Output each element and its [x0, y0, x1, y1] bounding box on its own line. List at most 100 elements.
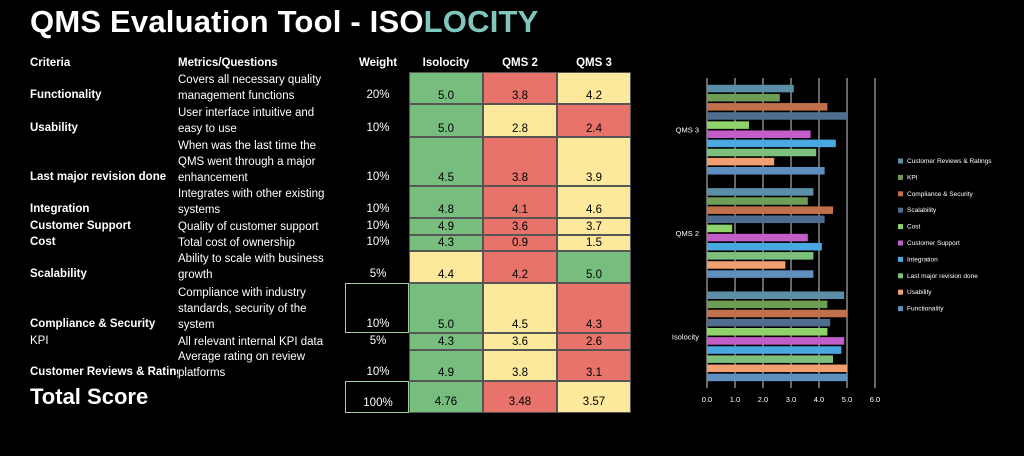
scores-bar-chart: 0.0 1.0 2.0 3.0 4.0 5.0 6.0 QMS 3 QMS 2 Isolocity…	[672, 78, 992, 404]
bar	[707, 309, 847, 318]
legend-swatch	[898, 289, 903, 295]
legend-swatch	[898, 256, 903, 262]
criteria-label: Last major revision done	[30, 171, 167, 183]
category-label: QMS 3	[676, 126, 699, 135]
category-label: QMS 2	[676, 229, 699, 238]
score-cell: 4.2	[483, 251, 557, 283]
criteria-label: Integration	[30, 203, 90, 215]
criteria-label: Compliance & Security	[30, 318, 156, 330]
x-tick-label: 1.0	[730, 395, 740, 404]
bar	[707, 233, 808, 242]
bar	[707, 148, 817, 157]
bar	[707, 206, 833, 214]
score-cell: 4.5	[483, 283, 557, 333]
score-cell: 4.3	[409, 235, 483, 251]
bar	[707, 167, 825, 175]
bar	[707, 261, 786, 269]
score-cell: 1.5	[557, 235, 631, 251]
legend-label: Functionality	[907, 306, 944, 313]
score-cell: 5.0	[409, 283, 483, 333]
bar	[707, 139, 836, 148]
metric-line: platforms	[178, 367, 226, 379]
weight-value: 10%	[366, 318, 390, 330]
x-tick-label: 2.0	[758, 395, 768, 404]
x-tick-label: 5.0	[842, 395, 852, 404]
criteria-label: KPI	[30, 335, 49, 347]
selection-frame	[345, 283, 409, 333]
metric-line: Average rating on review	[178, 351, 305, 363]
x-tick-label: 3.0	[786, 395, 796, 404]
legend-swatch	[898, 158, 903, 164]
legend-label: Scalability	[907, 207, 937, 214]
metric-text: Average rating on review platforms	[178, 350, 348, 381]
metric-text: When was the last time the QMS went throu…	[178, 137, 348, 186]
score-cell: 4.4	[409, 251, 483, 283]
metric-line: Compliance with industry	[178, 287, 306, 299]
weight-value: 10%	[366, 366, 390, 378]
bar	[707, 337, 845, 345]
page-title: QMS Evaluation Tool - ISOLOCITY	[30, 4, 539, 40]
score-cell: 2.6	[557, 333, 631, 350]
metric-text: Covers all necessary quality management f…	[178, 72, 348, 104]
weight-value: 10%	[366, 171, 390, 183]
score-cell: 4.3	[557, 283, 631, 333]
score-cell: 3.6	[483, 333, 557, 350]
score-cell: 3.8	[483, 72, 557, 104]
bar	[707, 188, 814, 196]
legend-label: Compliance & Security	[907, 191, 973, 198]
criteria-label: Scalability	[30, 268, 87, 280]
bar	[707, 112, 847, 120]
legend-label: Integration	[907, 256, 938, 263]
score-cell: 3.9	[557, 137, 631, 186]
metric-line: Quality of customer support	[178, 221, 319, 233]
metric-line: systems	[178, 204, 221, 216]
legend-swatch	[898, 174, 903, 180]
metric-text: User interface intuitive and easy to use	[178, 104, 348, 137]
criteria-label: Functionality	[30, 89, 102, 101]
legend-label: Usability	[907, 289, 932, 296]
header-qms3: QMS 3	[576, 57, 612, 69]
score-cell: 5.0	[557, 251, 631, 283]
score-cell: 4.9	[409, 218, 483, 235]
bar	[707, 252, 814, 260]
metric-text: Compliance with industry standards, secur…	[178, 283, 348, 333]
legend-swatch	[898, 240, 903, 246]
score-cell: 4.8	[409, 186, 483, 218]
bar	[707, 364, 847, 373]
title-accent: LOCITY	[423, 4, 539, 39]
criteria-label: Cost	[30, 236, 56, 248]
header-metrics: Metrics/Questions	[178, 57, 278, 69]
total-score-cell: 3.48	[483, 381, 557, 413]
criteria-label: Customer Support	[30, 220, 131, 232]
score-cell: 5.0	[409, 104, 483, 137]
score-cell: 3.1	[557, 350, 631, 381]
metric-line: standards, security of the	[178, 303, 307, 315]
metric-line: Integrates with other existing	[178, 188, 325, 200]
legend-label: Last major revision done	[907, 273, 978, 280]
bar	[707, 291, 845, 299]
metric-line: QMS went through a major	[178, 156, 316, 168]
metric-line: management functions	[178, 90, 295, 102]
header-isolocity: Isolocity	[422, 57, 470, 69]
total-score-cell: 4.76	[409, 381, 483, 413]
metric-line: All relevant internal KPI data	[178, 336, 324, 348]
x-tick-label: 0.0	[702, 395, 712, 404]
bar	[707, 328, 828, 336]
bar	[707, 242, 822, 251]
metric-text: Quality of customer support	[178, 218, 348, 235]
bar	[707, 84, 794, 93]
score-cell: 5.0	[409, 72, 483, 104]
metric-text: Integrates with other existing systems	[178, 186, 348, 218]
bar	[707, 93, 780, 102]
header-qms2: QMS 2	[502, 57, 538, 69]
bar	[707, 103, 828, 111]
metric-line: Covers all necessary quality	[178, 74, 322, 86]
legend-label: KPI	[907, 174, 918, 181]
score-cell: 4.9	[409, 350, 483, 381]
bar	[707, 121, 749, 129]
score-cell: 3.7	[557, 218, 631, 235]
metric-line: system	[178, 319, 215, 331]
metric-line: growth	[178, 269, 213, 281]
metric-line: Total cost of ownership	[178, 237, 295, 249]
total-score-label: Total Score	[30, 384, 149, 409]
